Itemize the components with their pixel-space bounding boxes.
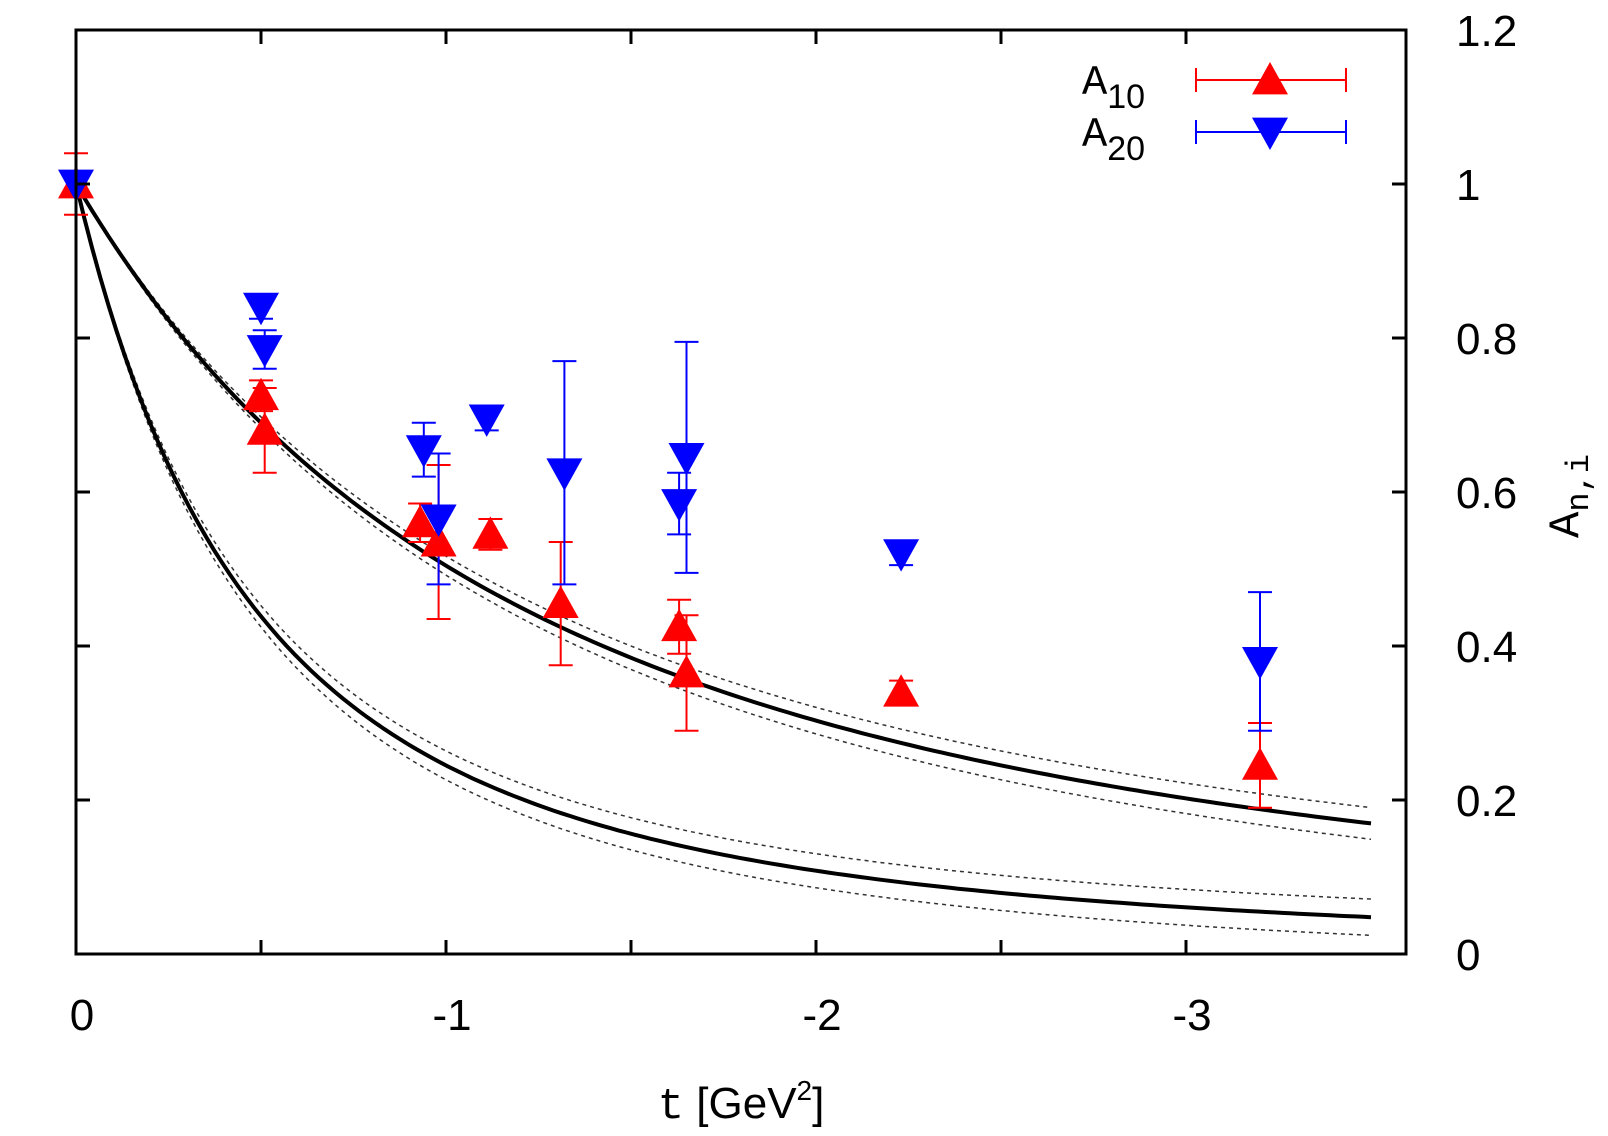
data-point-a20 — [420, 504, 457, 537]
fit-band-lower — [75, 183, 1372, 841]
data-point-a10 — [420, 524, 457, 557]
y-tick-label: 0.4 — [1456, 623, 1517, 672]
data-point-a10 — [402, 504, 439, 538]
data-point-a10 — [1242, 747, 1278, 780]
y-tick-label: 0.6 — [1456, 469, 1517, 518]
data-point-a10 — [661, 608, 698, 642]
legend-marker — [1252, 117, 1288, 150]
x-axis-title: t [GeV2] — [658, 1075, 825, 1132]
data-point-a20 — [468, 404, 505, 437]
data-point-a20 — [661, 489, 698, 522]
y-tick-label: 0 — [1456, 931, 1480, 980]
data-point-a20 — [546, 458, 583, 491]
data-point-a20 — [668, 442, 705, 476]
tick-labels: 0 -1 -2 -3 0 0.2 0.4 0.6 0.8 1 1.2 — [70, 7, 1517, 1040]
data-point-a20 — [883, 539, 920, 572]
plot-frame — [74, 28, 1408, 956]
y-axis-title: An,i — [1542, 454, 1598, 538]
fit-band-upper — [75, 183, 1372, 900]
fit-curve — [74, 182, 1372, 826]
x-tick-label: -3 — [1172, 991, 1211, 1040]
data-point-a20 — [405, 435, 442, 468]
data-point-a10 — [243, 377, 279, 411]
x-tick-label: -1 — [432, 991, 471, 1040]
fit-curve — [74, 183, 1372, 920]
x-tick-label: -2 — [802, 991, 841, 1040]
fit-curves — [74, 182, 1372, 937]
data-point-a10 — [246, 412, 283, 445]
x-tick-label: 0 — [70, 991, 94, 1040]
axis-ticks — [74, 28, 1406, 956]
legend-marker — [1252, 62, 1288, 95]
legend-label: A10 — [1082, 59, 1145, 116]
y-tick-label: 0.8 — [1456, 315, 1517, 364]
data-point-a10 — [472, 516, 509, 549]
error-bars — [64, 152, 1272, 809]
data-point-a20 — [243, 292, 279, 326]
y-tick-label: 1 — [1456, 161, 1480, 210]
fit-band-lower — [75, 183, 1372, 937]
fit-band-upper — [75, 183, 1372, 809]
data-point-a20 — [246, 335, 283, 368]
data-point-a10 — [883, 674, 920, 707]
data-point-a10 — [668, 654, 705, 688]
data-point-a10 — [542, 585, 579, 619]
y-tick-label: 0.2 — [1456, 777, 1517, 826]
data-point-a20 — [1242, 647, 1278, 680]
y-tick-label: 1.2 — [1456, 7, 1517, 56]
legend-label: A20 — [1082, 111, 1145, 168]
